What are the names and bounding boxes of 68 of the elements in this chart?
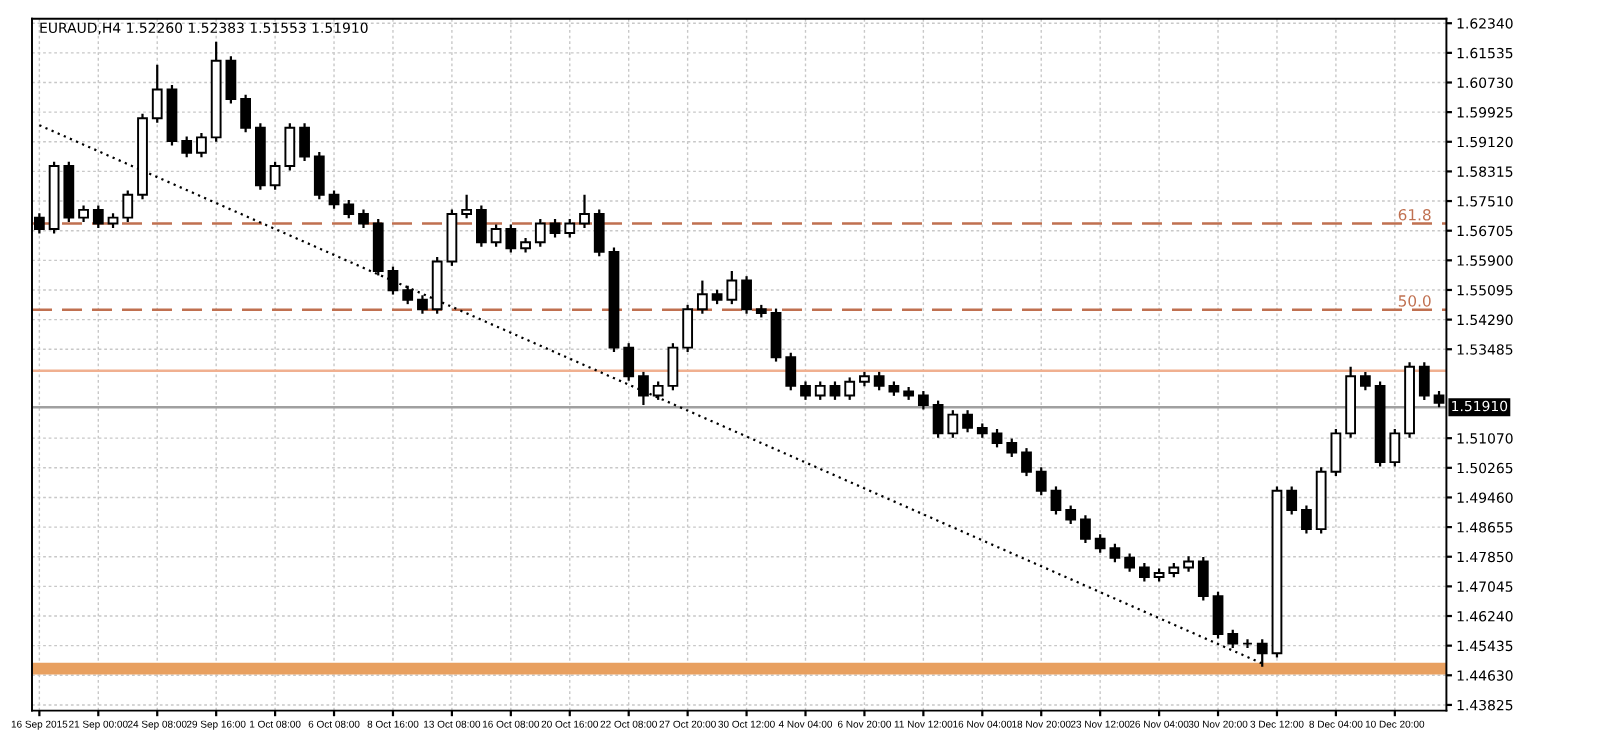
candlestick [947, 409, 959, 439]
candlestick [770, 307, 782, 363]
candlestick [844, 376, 856, 401]
candlestick [549, 217, 561, 239]
candlestick [196, 131, 207, 159]
candlestick [1227, 628, 1239, 650]
candlestick [726, 269, 738, 306]
candlestick [328, 189, 340, 210]
candlestick [225, 55, 237, 105]
candlestick [932, 399, 944, 439]
candlestick [962, 409, 973, 434]
candlestick [269, 160, 281, 191]
candlestick [461, 193, 473, 220]
candlestick [1301, 504, 1312, 535]
candlestick [1021, 447, 1032, 478]
candlestick [1138, 561, 1150, 583]
candlestick [873, 370, 885, 392]
candlestick [579, 193, 590, 230]
candlestick [505, 223, 517, 254]
candlestick [446, 208, 458, 267]
candlestick [402, 284, 414, 306]
candlestick [800, 380, 811, 401]
candlestick [564, 217, 576, 239]
candlestick [593, 208, 605, 258]
candlestick [240, 93, 252, 134]
candlestick [814, 380, 826, 401]
candlestick [1359, 370, 1371, 392]
candlestick [372, 217, 384, 277]
candlestick [1094, 533, 1106, 554]
candlestick [829, 380, 841, 401]
candlestick [431, 255, 443, 315]
candlestick [534, 217, 546, 248]
candlestick [417, 294, 428, 315]
candlestick [652, 380, 664, 401]
candlestick [1212, 590, 1224, 640]
candlestick [92, 204, 104, 230]
candlestick [682, 303, 694, 354]
candlestick [387, 265, 399, 296]
candlestick [151, 63, 163, 124]
candlestick [638, 370, 649, 407]
candlestick [313, 150, 325, 201]
candlestick [181, 135, 193, 159]
candlestick [1050, 485, 1062, 516]
candlestick [1006, 437, 1018, 459]
candlestick [1197, 555, 1209, 602]
candlestick [991, 427, 1003, 449]
candlestick [1035, 466, 1047, 497]
candlestick [1418, 361, 1430, 401]
candlestick [1080, 514, 1091, 545]
candlestick [785, 351, 797, 392]
candlestick [1286, 485, 1298, 516]
candlestick [1124, 552, 1136, 573]
candlestick [490, 223, 502, 248]
candlestick [475, 204, 487, 248]
candlestick [122, 189, 134, 224]
candlestick [917, 389, 929, 411]
candlestick [1065, 504, 1077, 526]
candlestick [741, 275, 752, 315]
candlestick [299, 122, 310, 163]
candlestick [667, 342, 679, 392]
candlestick [696, 279, 708, 315]
candlestick [1109, 542, 1121, 564]
candlestick [284, 122, 296, 172]
candlestick [623, 342, 635, 382]
candlestick [343, 198, 355, 220]
candlestick [1389, 427, 1401, 468]
candlestick [358, 208, 369, 230]
candlestick [1330, 427, 1342, 478]
